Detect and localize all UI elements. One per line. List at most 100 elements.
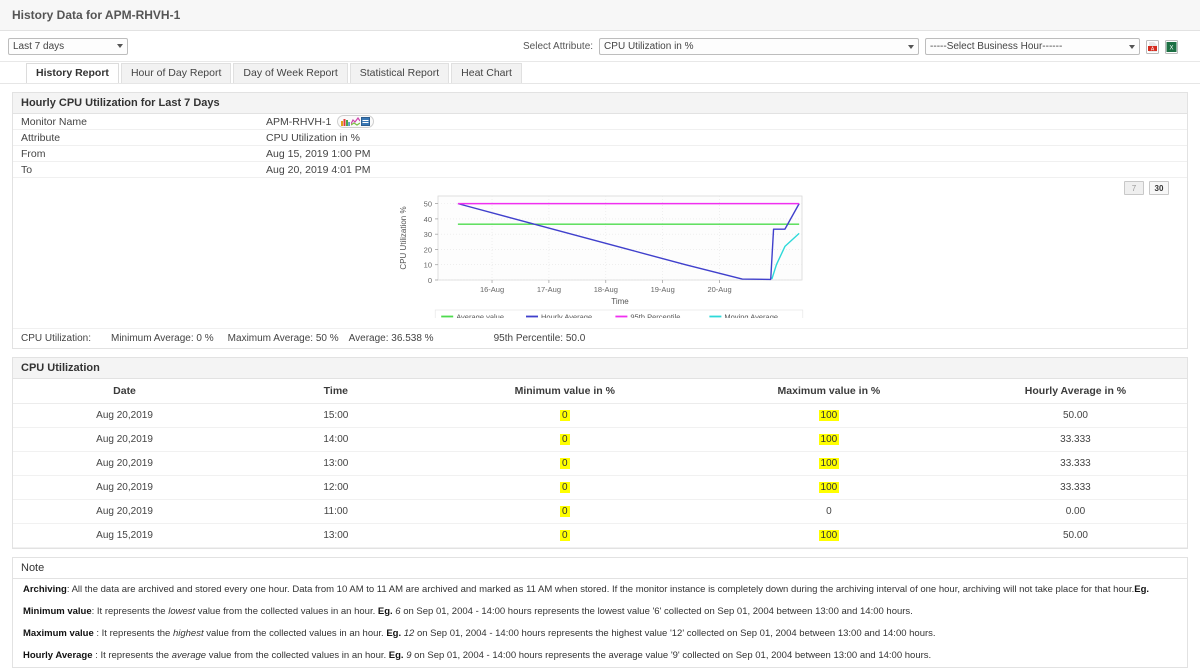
tab-hour-of-day-report[interactable]: Hour of Day Report [120,63,232,83]
cell-min-value: 0 [435,403,694,428]
cell-hourly-average: 0.00 [963,499,1187,524]
detail-value: Aug 15, 2019 1:00 PM [266,147,371,160]
calendar-icon[interactable] [361,117,371,126]
tab-statistical-report[interactable]: Statistical Report [349,63,450,83]
detail-value: CPU Utilization in % [266,131,360,144]
svg-text:95th Percentile: 95th Percentile [630,313,680,319]
chart-range-30-button[interactable]: 30 [1149,181,1169,195]
line-chart-icon[interactable] [350,116,361,126]
data-table-title: CPU Utilization [13,358,1187,379]
stat-max-average: Maximum Average: 50 % [228,333,339,344]
svg-text:16-Aug: 16-Aug [480,285,504,294]
cell-min-value: 0 [435,475,694,500]
detail-key: To [21,163,33,176]
time-range-select[interactable]: Last 7 days [8,37,128,55]
cell-hourly-average: 33.333 [963,451,1187,476]
detail-row-attribute: Attribute CPU Utilization in % [13,130,1187,146]
column-header-avg[interactable]: Hourly Average in % [963,379,1187,404]
cell-time: 12:00 [236,475,436,500]
cell-max-value: 100 [693,523,964,548]
pdf-export-icon[interactable]: A [1146,39,1160,54]
svg-text:Time: Time [611,297,629,306]
stat-p95: 95th Percentile: 50.0 [494,333,586,344]
cell-date: Aug 20,2019 [13,499,237,524]
stat-p95-label: 95th Percentile: [493,333,564,344]
report-panel-title: Hourly CPU Utilization for Last 7 Days [13,93,1187,114]
detail-row-monitor-name: Monitor Name APM-RHVH-1 [13,114,1187,130]
svg-text:X: X [1170,45,1174,51]
cell-date: Aug 15,2019 [13,523,237,548]
stat-min-average-unit: % [204,333,214,344]
stat-metric-label: CPU Utilization: [21,333,92,344]
stat-average-value: 36.538 [391,333,422,344]
column-header-time[interactable]: Time [236,379,436,404]
detail-row-to: To Aug 20, 2019 4:01 PM [13,162,1187,178]
svg-text:30: 30 [424,230,432,239]
svg-text:20-Aug: 20-Aug [707,285,731,294]
svg-text:CPU Utilization %: CPU Utilization % [399,206,408,269]
tab-history-report[interactable]: History Report [26,63,119,83]
table-header-row: Date Time Minimum value in % Maximum val… [13,379,1187,404]
note-line: Archiving: All the data are archived and… [23,584,1150,595]
detail-key: From [21,147,46,160]
cell-min-value: 0 [435,451,694,476]
svg-text:19-Aug: 19-Aug [651,285,675,294]
monitor-quick-icons [337,115,375,128]
detail-key: Attribute [21,131,61,144]
cell-min-value: 0 [435,499,694,524]
chevron-down-icon [117,44,123,48]
table-row: Aug 20,2019 13:00 0 100 33.333 [13,451,1187,476]
chart-zone: 7 30 0 10 20 30 40 50 16-Aug 17-Aug 18-Aug 19-Aug… [13,178,1187,328]
stat-average-label: Average: [348,333,389,344]
history-line-chart: 0 10 20 30 40 50 16-Aug 17-Aug 18-Aug 19-Aug 20-Au… [399,195,804,319]
stat-min-average-value: 0 [196,333,202,344]
table-row: Aug 20,2019 14:00 0 100 33.333 [13,427,1187,452]
stat-max-average-unit: % [329,333,339,344]
chart-range-buttons: 7 30 [1124,181,1169,195]
chevron-down-icon [908,44,915,49]
stat-min-average-label: Minimum Average: [111,333,194,344]
column-header-date[interactable]: Date [13,379,237,404]
cell-min-value: 0 [435,523,694,548]
stat-average: Average: 36.538 % [349,333,434,344]
toolbar-right-group: Select Attribute: CPU Utilization in % -… [523,31,1179,62]
detail-value: Aug 20, 2019 4:01 PM [266,163,371,176]
column-header-max[interactable]: Maximum value in % [693,379,964,404]
attribute-select[interactable]: CPU Utilization in % [599,38,920,55]
business-hour-value: -----Select Business Hour------ [930,41,1063,52]
attribute-label: Select Attribute: [523,41,594,52]
detail-key: Monitor Name [21,115,87,128]
cell-hourly-average: 50.00 [963,403,1187,428]
cell-max-value: 0 [693,499,964,524]
cell-hourly-average: 33.333 [963,427,1187,452]
cell-date: Aug 20,2019 [13,475,237,500]
note-panel: Note Archiving: All the data are archive… [12,557,1188,668]
note-line: Minimum value: It represents the lowest … [23,606,913,617]
svg-text:Moving Average: Moving Average [724,313,778,319]
column-header-min[interactable]: Minimum value in % [435,379,694,404]
tab-day-of-week-report[interactable]: Day of Week Report [233,63,348,83]
svg-text:Average value: Average value [456,313,504,319]
table-row: Aug 20,2019 15:00 0 100 50.00 [13,403,1187,428]
bar-chart-icon[interactable] [341,117,351,126]
tab-heat-chart[interactable]: Heat Chart [451,63,522,83]
time-range-value: Last 7 days [13,40,65,52]
business-hour-select[interactable]: -----Select Business Hour------ [925,38,1141,55]
stat-min-average: Minimum Average: 0 % [111,333,214,344]
cell-min-value: 0 [435,427,694,452]
page-title: History Data for APM-RHVH-1 [12,8,181,22]
svg-text:40: 40 [424,215,432,224]
svg-text:50: 50 [424,200,432,209]
cell-max-value: 100 [693,451,964,476]
chart-range-7-button[interactable]: 7 [1124,181,1144,195]
report-tabs: History Report Hour of Day Report Day of… [0,62,1200,84]
stat-average-unit: % [424,333,434,344]
svg-text:0: 0 [428,276,432,285]
note-line: Maximum value : It represents the highes… [23,628,936,639]
cell-max-value: 100 [693,403,964,428]
table-body: Aug 20,2019 15:00 0 100 50.00 Aug 20,2019 14:0… [13,403,1187,548]
report-panel: Hourly CPU Utilization for Last 7 Days M… [12,92,1188,349]
svg-text:10: 10 [424,261,432,270]
data-table-panel: CPU Utilization Date Time Minimum value … [12,357,1188,549]
excel-export-icon[interactable]: X [1165,39,1179,54]
